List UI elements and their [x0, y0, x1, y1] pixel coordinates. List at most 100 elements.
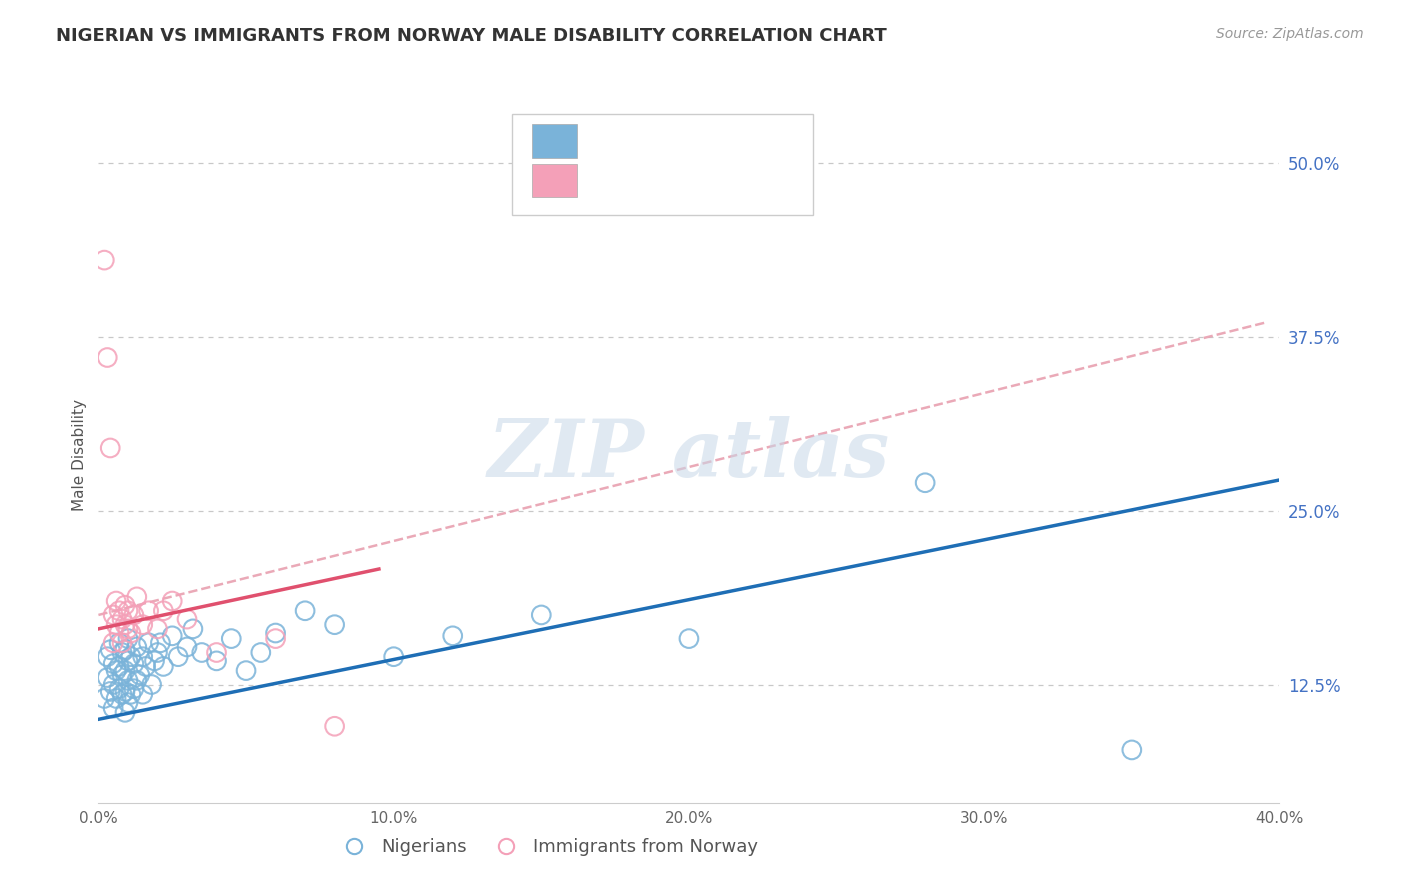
Point [219, 632, 242, 646]
Legend: Nigerians, Immigrants from Norway: Nigerians, Immigrants from Norway [329, 831, 766, 863]
Point [103, 677, 125, 691]
Point [120, 626, 142, 640]
Point [93, 691, 115, 706]
Text: NIGERIAN VS IMMIGRANTS FROM NORWAY MALE DISABILITY CORRELATION CHART: NIGERIAN VS IMMIGRANTS FROM NORWAY MALE … [56, 27, 887, 45]
Point [120, 687, 142, 701]
Point [111, 636, 134, 650]
Text: 58: 58 [748, 131, 770, 150]
Point [181, 622, 204, 636]
Point [111, 612, 134, 626]
Point [125, 673, 148, 688]
Point [108, 636, 131, 650]
Text: N =: N = [697, 131, 749, 150]
Point [167, 649, 190, 664]
Point [264, 626, 287, 640]
Text: ZIP atlas: ZIP atlas [488, 417, 890, 493]
Point [205, 646, 228, 660]
Point [103, 657, 125, 671]
Point [152, 659, 174, 673]
Point [146, 622, 169, 636]
Point [191, 646, 214, 660]
Point [114, 664, 136, 678]
Text: 0.542: 0.542 [634, 131, 685, 150]
Point [138, 604, 160, 618]
Point [103, 701, 125, 715]
Point [96, 671, 118, 685]
FancyBboxPatch shape [531, 164, 576, 197]
Point [138, 636, 160, 650]
Point [117, 622, 139, 636]
Point [149, 636, 172, 650]
Point [98, 642, 121, 657]
Point [111, 667, 134, 681]
Point [176, 640, 198, 654]
Point [114, 684, 136, 698]
Point [117, 696, 139, 710]
Point [108, 626, 131, 640]
Point [117, 632, 139, 646]
Point [96, 351, 118, 365]
Point [108, 659, 131, 673]
Text: 27: 27 [748, 172, 770, 190]
Point [122, 607, 145, 622]
Point [132, 617, 155, 632]
Point [323, 719, 346, 733]
Point [323, 617, 346, 632]
Point [98, 684, 121, 698]
Point [105, 617, 128, 632]
Point [382, 649, 405, 664]
Point [114, 706, 136, 720]
Point [117, 654, 139, 668]
Point [250, 646, 273, 660]
Point [162, 629, 183, 643]
Point [103, 636, 125, 650]
Point [441, 629, 464, 643]
Point [294, 604, 316, 618]
Point [132, 687, 155, 701]
Point [176, 612, 198, 626]
Point [678, 632, 700, 646]
Point [120, 649, 142, 664]
Point [125, 590, 148, 604]
Point [105, 664, 128, 678]
Point [105, 691, 128, 706]
Point [114, 642, 136, 657]
Point [143, 654, 166, 668]
Point [128, 667, 150, 681]
Point [132, 649, 155, 664]
Point [1121, 743, 1143, 757]
Point [264, 632, 287, 646]
Text: R =: R = [591, 131, 630, 150]
Point [146, 646, 169, 660]
Text: N =: N = [697, 172, 749, 190]
Point [125, 640, 148, 654]
Point [103, 607, 125, 622]
Text: Source: ZipAtlas.com: Source: ZipAtlas.com [1216, 27, 1364, 41]
Y-axis label: Male Disability: Male Disability [72, 399, 87, 511]
Point [108, 681, 131, 696]
Point [122, 681, 145, 696]
Point [111, 646, 134, 660]
Point [117, 673, 139, 688]
Point [530, 607, 553, 622]
Point [93, 253, 115, 268]
Point [122, 657, 145, 671]
Text: 0.138: 0.138 [634, 172, 685, 190]
Text: R =: R = [591, 172, 636, 190]
Point [141, 677, 163, 691]
Point [117, 604, 139, 618]
Point [108, 604, 131, 618]
Point [135, 659, 157, 673]
Point [235, 664, 257, 678]
Point [914, 475, 936, 490]
FancyBboxPatch shape [512, 114, 813, 215]
Point [162, 594, 183, 608]
Point [111, 687, 134, 701]
Point [152, 604, 174, 618]
Point [96, 649, 118, 664]
Point [114, 598, 136, 612]
Point [205, 654, 228, 668]
Point [105, 594, 128, 608]
Point [98, 441, 121, 455]
Point [114, 617, 136, 632]
